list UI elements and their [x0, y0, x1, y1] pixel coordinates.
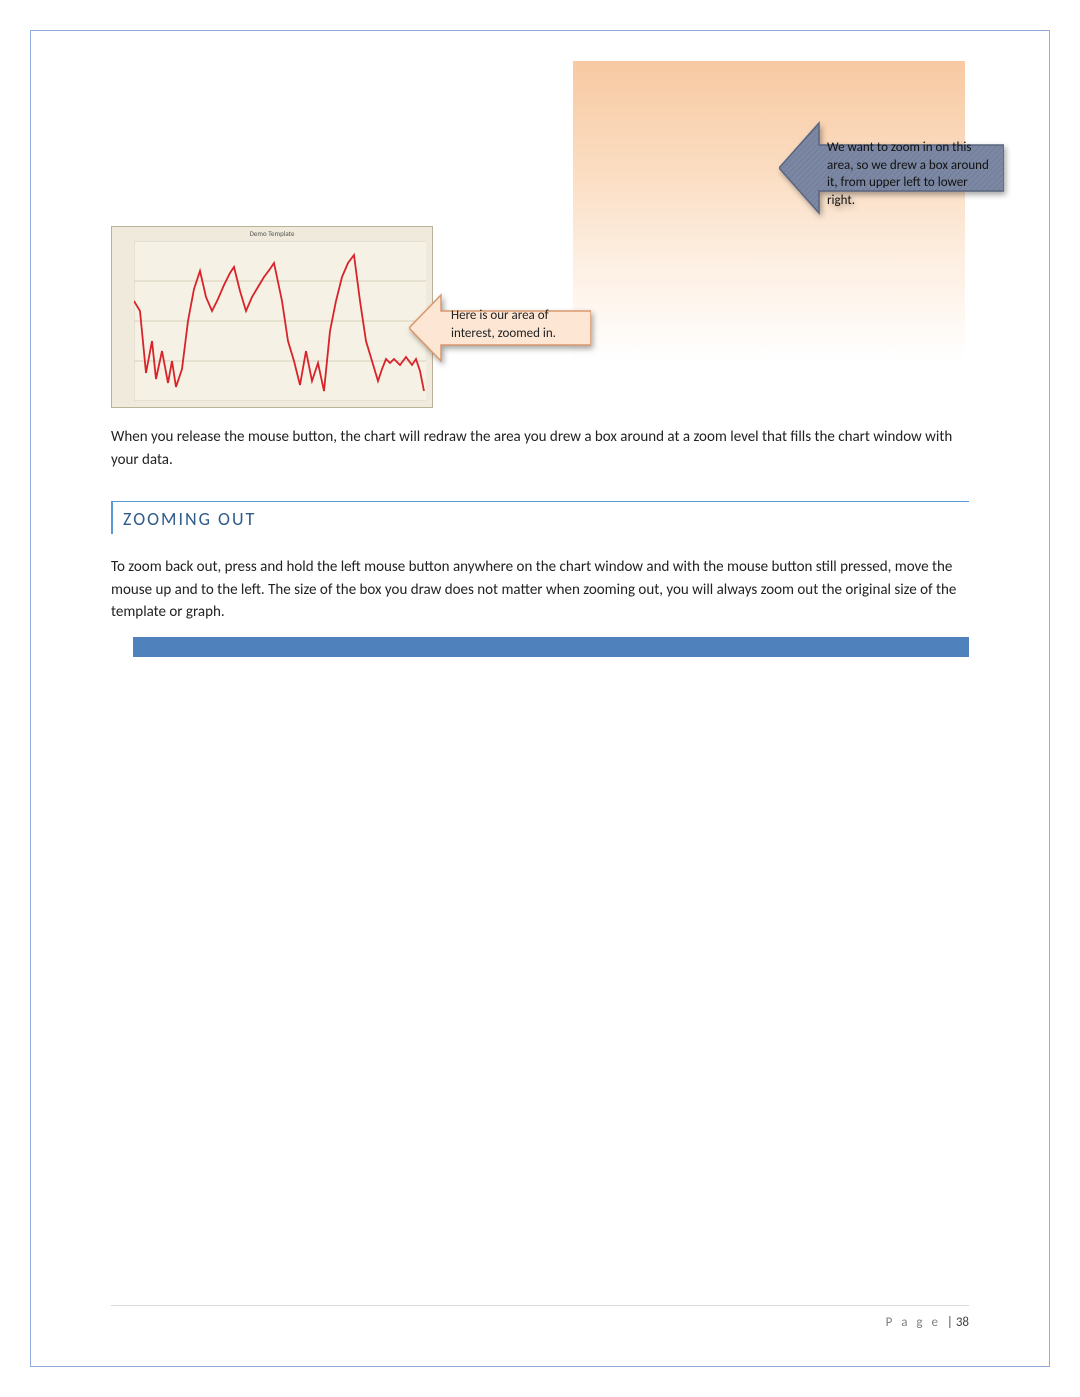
- footer: P a g e | 38: [886, 1315, 969, 1330]
- callout-zoom-area: We want to zoom in on this area, so we d…: [779, 109, 1004, 227]
- callout-zoomed-result: Here is our area of interest, zoomed in.: [409, 289, 591, 367]
- chart-title: Demo Template: [112, 227, 432, 238]
- paragraph-zoom-out: To zoom back out, press and hold the lef…: [111, 556, 969, 624]
- page-border: We want to zoom in on this area, so we d…: [30, 30, 1050, 1367]
- paragraph-zoom-release: When you release the mouse button, the c…: [111, 426, 969, 471]
- callout-text: Here is our area of interest, zoomed in.: [451, 307, 579, 342]
- callout-text: We want to zoom in on this area, so we d…: [827, 139, 995, 209]
- page-outer: We want to zoom in on this area, so we d…: [0, 0, 1080, 1397]
- heading-zooming-out: ZOOMING OUT: [111, 501, 969, 534]
- chart-thumbnail: Demo Template Temperature (°F): [111, 226, 433, 408]
- footer-separator: |: [947, 1315, 956, 1330]
- footer-page-number: 38: [956, 1315, 969, 1330]
- separator-bar: [133, 637, 969, 657]
- chart-svg: [134, 241, 426, 401]
- footer-rule: [111, 1305, 969, 1306]
- footer-label: P a g e: [886, 1315, 947, 1330]
- chart-plot-area: [134, 241, 426, 401]
